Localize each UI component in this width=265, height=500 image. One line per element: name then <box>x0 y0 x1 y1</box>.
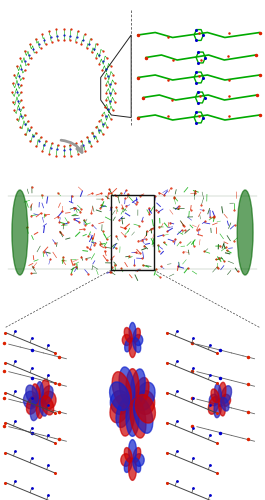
Ellipse shape <box>12 190 28 275</box>
Ellipse shape <box>208 396 219 414</box>
Ellipse shape <box>136 390 155 414</box>
Ellipse shape <box>133 338 141 352</box>
Ellipse shape <box>133 448 141 462</box>
Ellipse shape <box>129 322 136 342</box>
Ellipse shape <box>24 391 37 409</box>
Ellipse shape <box>39 380 49 402</box>
Ellipse shape <box>110 382 130 410</box>
Ellipse shape <box>120 399 135 436</box>
Ellipse shape <box>126 368 139 406</box>
Ellipse shape <box>211 389 219 402</box>
Ellipse shape <box>110 394 130 423</box>
Ellipse shape <box>26 396 38 414</box>
Ellipse shape <box>219 398 225 416</box>
Ellipse shape <box>218 382 226 402</box>
Ellipse shape <box>39 398 47 416</box>
Ellipse shape <box>124 328 132 342</box>
Ellipse shape <box>133 458 141 472</box>
Ellipse shape <box>135 394 155 423</box>
Ellipse shape <box>133 328 140 342</box>
Ellipse shape <box>135 382 155 410</box>
Bar <box>111 195 154 270</box>
Ellipse shape <box>36 382 43 402</box>
Ellipse shape <box>130 398 146 438</box>
Ellipse shape <box>222 394 231 406</box>
Ellipse shape <box>221 398 229 411</box>
Ellipse shape <box>237 190 253 275</box>
Ellipse shape <box>129 458 136 480</box>
Ellipse shape <box>134 397 153 434</box>
Ellipse shape <box>126 400 139 436</box>
Ellipse shape <box>209 394 218 406</box>
Ellipse shape <box>125 338 132 352</box>
Ellipse shape <box>214 398 222 417</box>
Ellipse shape <box>41 386 53 404</box>
Ellipse shape <box>36 398 43 418</box>
Ellipse shape <box>124 448 132 462</box>
Ellipse shape <box>215 384 221 402</box>
Ellipse shape <box>122 334 131 345</box>
Ellipse shape <box>110 390 129 414</box>
Ellipse shape <box>119 367 135 406</box>
Ellipse shape <box>26 385 38 404</box>
Ellipse shape <box>41 396 54 415</box>
Ellipse shape <box>124 458 132 472</box>
Ellipse shape <box>221 386 232 404</box>
Ellipse shape <box>121 454 131 466</box>
Ellipse shape <box>134 334 143 345</box>
Ellipse shape <box>42 391 56 409</box>
Ellipse shape <box>30 398 40 420</box>
Ellipse shape <box>129 440 136 462</box>
Ellipse shape <box>133 378 149 407</box>
Ellipse shape <box>134 454 144 466</box>
Ellipse shape <box>129 338 136 357</box>
Ellipse shape <box>112 372 131 408</box>
Ellipse shape <box>116 398 132 428</box>
Ellipse shape <box>32 384 40 402</box>
Ellipse shape <box>130 369 145 406</box>
